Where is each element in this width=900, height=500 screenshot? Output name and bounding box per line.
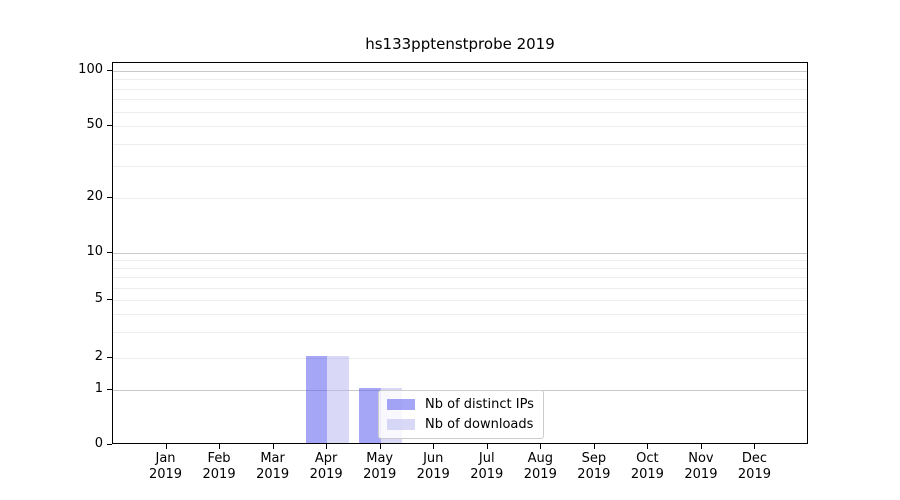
x-tick-label: Aug 2019 (500, 451, 580, 483)
gridline-minor (113, 358, 807, 359)
legend-label: Nb of distinct IPs (425, 397, 534, 412)
x-tick-label-year: 2019 (309, 467, 343, 482)
y-tick-label: 20 (86, 189, 103, 204)
y-tick-label: 1 (94, 380, 103, 396)
x-tick-label: Jul 2019 (447, 451, 527, 483)
gridline-major (113, 71, 807, 72)
y-axis-tick (107, 299, 112, 300)
x-axis-tick (593, 444, 595, 449)
x-tick-label-year: 2019 (630, 467, 664, 482)
chart-title: hs133pptenstprobe 2019 (365, 35, 555, 53)
x-tick-label-year: 2019 (148, 467, 183, 482)
x-tick-label-year: 2019 (416, 467, 450, 482)
bar-nb-of-downloads (327, 356, 349, 443)
x-axis-tick (540, 444, 542, 449)
x-axis-tick (379, 444, 381, 449)
gridline-minor (113, 268, 807, 270)
x-axis-tick (219, 444, 221, 449)
x-axis-tick (433, 444, 435, 449)
y-tick-label: 10 (86, 244, 103, 259)
gridline-minor (113, 332, 807, 334)
y-axis-tick (107, 70, 112, 71)
x-tick-label-year: 2019 (202, 467, 236, 482)
gridline-minor (113, 287, 807, 289)
gridline-minor (113, 143, 807, 145)
x-axis-tick (486, 444, 488, 449)
y-tick-label: 100 (78, 62, 103, 77)
y-axis-tick (107, 252, 112, 253)
legend-swatch-icon (387, 399, 415, 410)
gridline-minor (113, 198, 807, 199)
x-tick-label: Mar 2019 (233, 451, 313, 483)
x-tick-label: Oct 2019 (607, 451, 687, 483)
gridline-major (113, 253, 807, 254)
gridline-minor (113, 260, 807, 262)
gridline-minor (113, 126, 807, 127)
gridline-minor (113, 314, 807, 316)
x-tick-label: Nov 2019 (661, 451, 741, 483)
x-tick-label-year: 2019 (523, 467, 557, 482)
x-axis-tick (700, 444, 702, 449)
x-tick-label: Sep 2019 (554, 451, 634, 483)
x-tick-label: Jun 2019 (393, 451, 473, 483)
gridline-minor (113, 111, 807, 113)
gridline-minor (113, 166, 807, 168)
x-tick-label: Feb 2019 (179, 451, 259, 483)
x-axis-tick (647, 444, 649, 449)
legend-entry-nb-of-distinct-ips: Nb of distinct IPs (387, 397, 534, 412)
y-axis-tick (107, 125, 112, 126)
x-axis-tick (165, 444, 167, 449)
x-tick-label-year: 2019 (470, 467, 504, 482)
x-tick-label-year: 2019 (363, 467, 397, 482)
y-axis-tick (107, 388, 112, 390)
y-axis-tick (107, 444, 112, 445)
y-tick-label: 0 (94, 436, 103, 451)
x-tick-label-year: 2019 (684, 467, 718, 482)
gridline-minor (113, 79, 807, 81)
plot-area: Nb of distinct IPs Nb of downloads (112, 62, 808, 444)
gridline-minor (113, 300, 807, 301)
y-tick-label: 5 (94, 291, 103, 306)
x-tick-label-year: 2019 (577, 467, 611, 482)
x-tick-label: Jan 2019 (126, 451, 206, 483)
x-axis-tick (272, 444, 274, 449)
bar-nb-of-distinct-ips (359, 387, 381, 443)
gridline-minor (113, 99, 807, 101)
x-tick-label-year: 2019 (256, 467, 290, 482)
legend-entry-nb-of-downloads: Nb of downloads (387, 417, 534, 432)
legend: Nb of distinct IPs Nb of downloads (378, 390, 544, 439)
x-tick-label-year: 2019 (737, 467, 771, 482)
legend-label: Nb of downloads (425, 417, 534, 432)
gridline-minor (113, 277, 807, 279)
y-axis-tick (107, 357, 112, 358)
x-tick-label: Apr 2019 (286, 451, 366, 483)
bar-nb-of-distinct-ips (305, 356, 328, 443)
x-tick-label: May 2019 (340, 451, 420, 483)
bar-layer (113, 63, 807, 443)
x-axis-tick (326, 444, 328, 449)
x-axis-tick (754, 444, 756, 449)
y-tick-label: 2 (94, 349, 103, 364)
x-tick-label: Dec 2019 (714, 451, 794, 483)
legend-swatch-icon (387, 419, 415, 430)
y-axis-tick (107, 197, 112, 198)
y-tick-label: 50 (86, 117, 103, 132)
gridline-minor (113, 88, 807, 90)
